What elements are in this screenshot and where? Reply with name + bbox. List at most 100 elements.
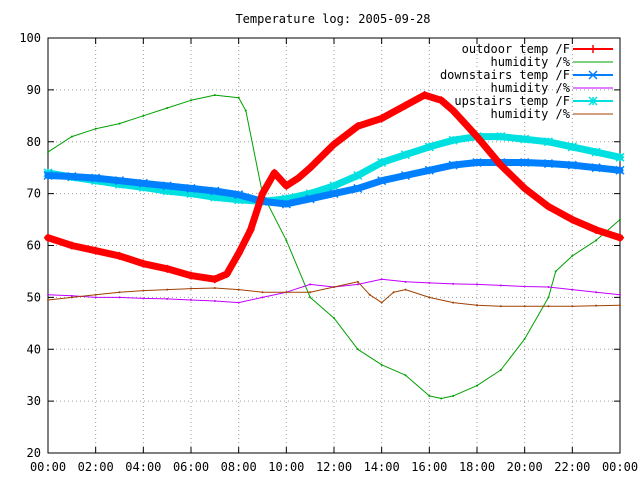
- data-point: [210, 186, 220, 196]
- data-point: [70, 296, 73, 299]
- data-point: [595, 304, 598, 307]
- data-point: [619, 304, 621, 307]
- x-tick-label: 02:00: [78, 460, 114, 474]
- data-point: [162, 181, 172, 191]
- data-point: [448, 135, 458, 145]
- data-point: [285, 239, 288, 242]
- data-point: [616, 233, 624, 242]
- data-point: [452, 282, 455, 285]
- data-point: [138, 178, 148, 188]
- legend-marker: [588, 70, 598, 80]
- series-5: [47, 280, 621, 308]
- data-point: [440, 397, 443, 400]
- data-point: [520, 157, 530, 168]
- marker-stroke: [567, 142, 577, 152]
- data-point: [619, 218, 621, 221]
- y-tick-label: 70: [27, 187, 41, 201]
- data-point: [47, 293, 49, 296]
- legend-label: upstairs temp /F: [454, 94, 570, 108]
- data-point: [94, 127, 97, 130]
- data-point: [43, 170, 53, 180]
- data-point: [496, 161, 505, 170]
- chart-title: Temperature log: 2005-09-28: [235, 12, 430, 26]
- legend-label: downstairs temp /F: [440, 68, 570, 82]
- data-point: [543, 137, 554, 147]
- data-point: [567, 142, 577, 152]
- data-point: [591, 147, 601, 157]
- data-point: [309, 283, 312, 286]
- marker-stroke: [472, 157, 482, 168]
- x-tick-label: 04:00: [125, 460, 161, 474]
- y-tick-label: 30: [27, 394, 41, 408]
- marker-stroke: [186, 183, 196, 193]
- series-line: [47, 94, 621, 399]
- x-tick-label: 22:00: [554, 460, 590, 474]
- data-point: [142, 114, 145, 117]
- data-point: [237, 288, 240, 291]
- data-point: [368, 293, 371, 296]
- marker-stroke: [43, 170, 53, 180]
- data-point: [329, 181, 339, 191]
- data-point: [234, 190, 244, 200]
- data-point: [353, 122, 362, 131]
- data-point: [333, 286, 335, 288]
- data-point: [213, 287, 216, 290]
- marker-stroke: [424, 165, 434, 175]
- legend-label: humidity /%: [491, 81, 571, 95]
- data-point: [261, 296, 264, 299]
- legend-item: humidity /%: [491, 55, 613, 69]
- data-point: [523, 285, 526, 288]
- x-tick-label: 00:00: [602, 460, 638, 474]
- y-tick-label: 80: [27, 135, 41, 149]
- legend-label: outdoor temp /F: [462, 42, 570, 56]
- data-point: [142, 289, 145, 292]
- marker-stroke: [377, 157, 387, 168]
- data-point: [67, 171, 77, 182]
- data-point: [309, 291, 312, 294]
- marker-stroke: [329, 189, 339, 199]
- data-point: [306, 163, 315, 172]
- data-point: [400, 150, 411, 160]
- data-point: [520, 134, 530, 144]
- data-point: [213, 300, 216, 303]
- data-point: [448, 160, 458, 170]
- data-point: [615, 165, 625, 175]
- data-point: [496, 132, 506, 142]
- data-point: [333, 317, 335, 320]
- data-point: [571, 305, 574, 308]
- legend-label: humidity /%: [491, 107, 571, 121]
- data-point: [571, 254, 574, 257]
- data-point: [237, 96, 240, 99]
- legend-item: upstairs temp /F: [454, 94, 613, 108]
- data-point: [595, 239, 598, 242]
- data-point: [115, 251, 124, 260]
- data-point: [449, 106, 458, 115]
- data-point: [91, 246, 100, 255]
- legend-item: outdoor temp /F: [462, 42, 613, 56]
- marker-stroke: [591, 163, 601, 173]
- data-point: [114, 176, 125, 186]
- data-point: [282, 181, 291, 190]
- data-point: [190, 298, 192, 301]
- data-point: [270, 168, 279, 177]
- marker-stroke: [520, 134, 530, 144]
- data-point: [261, 291, 264, 294]
- data-point: [401, 101, 410, 110]
- data-point: [67, 241, 76, 250]
- marker-stroke: [67, 171, 77, 182]
- data-point: [47, 298, 49, 301]
- y-tick-label: 90: [27, 83, 41, 97]
- data-point: [619, 293, 621, 296]
- legend-item: humidity /%: [491, 107, 613, 121]
- data-point: [294, 174, 303, 183]
- data-point: [437, 96, 446, 105]
- data-point: [118, 291, 121, 294]
- data-point: [190, 287, 192, 290]
- marker-stroke: [400, 170, 411, 180]
- data-point: [244, 109, 247, 112]
- data-point: [91, 173, 101, 183]
- data-point: [166, 297, 169, 300]
- data-point: [499, 284, 502, 287]
- series-line: [44, 91, 624, 283]
